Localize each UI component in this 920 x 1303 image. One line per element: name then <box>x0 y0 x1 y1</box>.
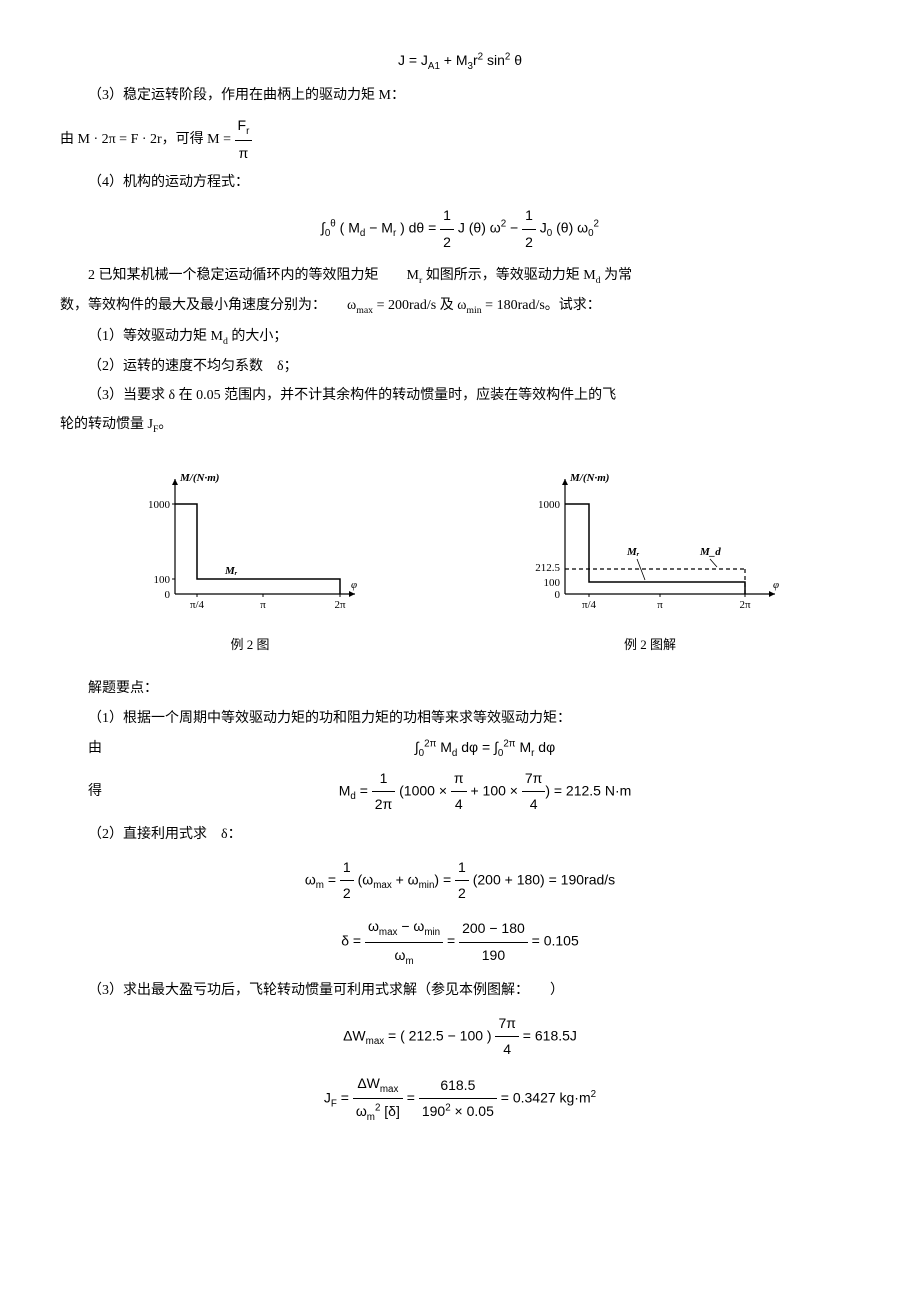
svg-text:π/4: π/4 <box>190 599 205 611</box>
sol1-eq2: Md = 12π (1000 × π4 + 100 × 7π4) = 212.5… <box>110 766 860 817</box>
solution-3: （3）求出最大盈亏功后，飞轮转动惯量可利用式求解（参见本例图解： ） <box>60 978 860 1003</box>
svg-text:π: π <box>260 599 266 611</box>
svg-text:φ: φ <box>351 579 357 591</box>
figure-2-caption: 例 2 图解 <box>500 633 800 656</box>
sol1-by: 由 <box>60 736 110 761</box>
problem2-q3b: 轮的转动惯量 JF。 <box>60 412 860 438</box>
figures-row: M/(N·m)φ01001000π/4π2πMᵣ 例 2 图 M/(N·m)φ0… <box>60 459 860 657</box>
sol1-eq: ∫02π Md dφ = ∫02π Mr dφ <box>110 735 860 762</box>
svg-text:Mᵣ: Mᵣ <box>626 546 640 558</box>
sol3-eq2: JF = ΔWmaxωm2 [δ] = 618.51902 × 0.05 = 0… <box>60 1071 860 1127</box>
solution-2: （2）直接利用式求 δ： <box>60 822 860 847</box>
svg-text:0: 0 <box>555 589 561 601</box>
chart-1-svg: M/(N·m) φ 0 100 1000 π/4 π 2π Mᵣ <box>120 459 380 619</box>
equation-j: J = JA1 + M3r2 sin2 θ <box>60 48 860 75</box>
sol1-eq-row: 由 ∫02π Md dφ = ∫02π Mr dφ <box>60 735 860 762</box>
svg-text:M/(N·m): M/(N·m) <box>179 472 219 484</box>
svg-text:M/(N·m): M/(N·m) <box>569 472 609 484</box>
solution-head: 解题要点： <box>60 676 860 701</box>
problem2-line2: 数，等效构件的最大及最小角速度分别为： ωmax = 200rad/s 及 ωm… <box>60 293 860 319</box>
svg-text:1000: 1000 <box>148 499 171 511</box>
svg-text:212.5: 212.5 <box>535 562 560 574</box>
sol1-eq2-row: 得 Md = 12π (1000 × π4 + 100 × 7π4) = 212… <box>60 766 860 817</box>
sol2-eq2: δ = ωmax − ωminωm = 200 − 180190 = 0.105 <box>60 914 860 970</box>
sol3-eq1: ΔWmax = ( 212.5 − 100 ) 7π4 = 618.5J <box>60 1011 860 1062</box>
para-3-eq: 由 M · 2π = F · 2r，可得 M = Frπ <box>60 113 860 167</box>
problem2-q3: （3）当要求 δ 在 0.05 范围内，并不计其余构件的转动惯量时，应装在等效构… <box>60 383 860 408</box>
sol2-eq1: ωm = 12 (ωmax + ωmin) = 12 (200 + 180) =… <box>60 855 860 906</box>
svg-text:M_d: M_d <box>699 546 721 558</box>
solution-1: （1）根据一个周期中等效驱动力矩的功和阻力矩的功相等来求等效驱动力矩： <box>60 706 860 731</box>
svg-text:2π: 2π <box>739 599 751 611</box>
svg-text:π/4: π/4 <box>582 599 597 611</box>
svg-text:π: π <box>657 599 663 611</box>
problem2-q2: （2）运转的速度不均匀系数 δ； <box>60 354 860 379</box>
svg-text:0: 0 <box>165 589 171 601</box>
sol1-get: 得 <box>60 779 110 804</box>
svg-text:1000: 1000 <box>538 499 561 511</box>
svg-text:φ: φ <box>773 579 779 591</box>
svg-text:2π: 2π <box>334 599 346 611</box>
para-4: （4）机构的运动方程式： <box>60 170 860 195</box>
equation-4: ∫0θ ( Md − Mr ) dθ = 12 J (θ) ω2 − 12 J0… <box>60 203 860 254</box>
figure-1-caption: 例 2 图 <box>120 633 380 656</box>
figure-1: M/(N·m) φ 0 100 1000 π/4 π 2π Mᵣ 例 2 图 <box>120 459 380 657</box>
svg-text:100: 100 <box>154 574 171 586</box>
svg-text:100: 100 <box>544 577 561 589</box>
svg-text:Mᵣ: Mᵣ <box>224 565 238 577</box>
problem2-line1: 2 已知某机械一个稳定运动循环内的等效阻力矩 Mr 如图所示，等效驱动力矩 Md… <box>60 263 860 289</box>
problem2-q1: （1）等效驱动力矩 Md 的大小； <box>60 324 860 350</box>
para-3: （3）稳定运转阶段，作用在曲柄上的驱动力矩 M： <box>60 83 860 108</box>
chart-2-svg: M/(N·m) φ 0100 212.5 1000 π/4 π 2π Mᵣ M_d <box>500 459 800 619</box>
figure-2: M/(N·m) φ 0100 212.5 1000 π/4 π 2π Mᵣ M_d 例 2 图解 <box>500 459 800 657</box>
